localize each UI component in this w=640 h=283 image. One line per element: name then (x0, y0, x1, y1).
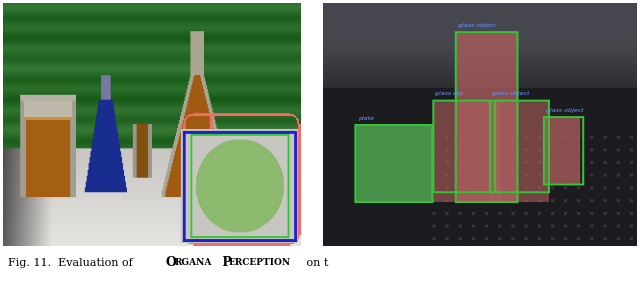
Text: P: P (218, 256, 232, 269)
Text: glass obj: glass obj (435, 91, 463, 96)
Text: O: O (166, 256, 177, 269)
Text: on t: on t (303, 258, 328, 268)
Text: glass object: glass object (492, 91, 530, 96)
Text: ERCEPTION: ERCEPTION (229, 258, 291, 267)
Text: glass object: glass object (458, 23, 495, 28)
Text: Fig. 11.  Evaluation of: Fig. 11. Evaluation of (8, 258, 136, 268)
Text: glass object: glass object (546, 108, 583, 113)
Text: plate: plate (358, 116, 374, 121)
Text: RGANA: RGANA (175, 258, 212, 267)
